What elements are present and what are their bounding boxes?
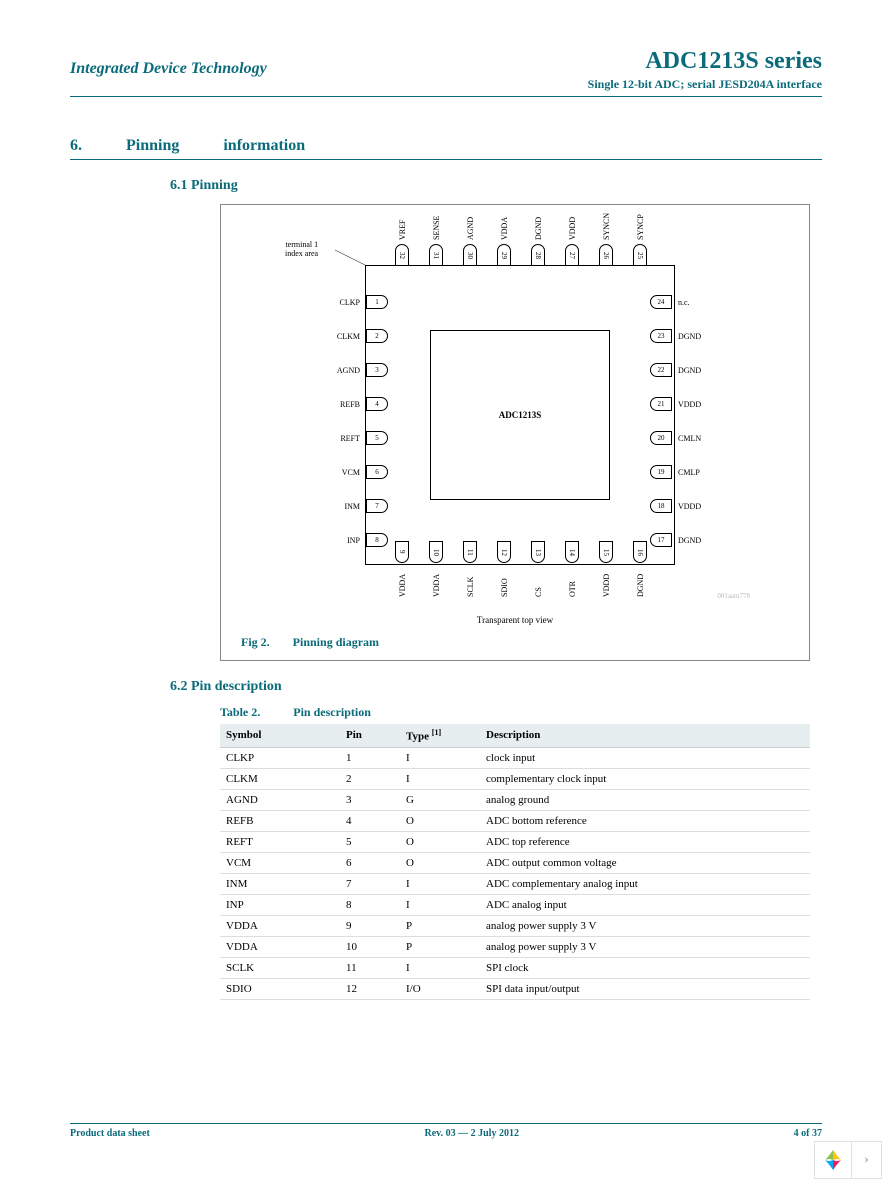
section-heading: 6. Pinning information (70, 137, 822, 160)
widget-logo-icon[interactable] (815, 1142, 851, 1178)
floating-widget[interactable]: › (814, 1141, 882, 1179)
th-desc: Description (480, 724, 810, 747)
table-row: VDDA10Panalog power supply 3 V (220, 936, 810, 957)
table-row: REFB4OADC bottom reference (220, 810, 810, 831)
pin-top: SYNCP25 (631, 210, 649, 266)
section-word-a: Pinning (126, 137, 179, 154)
table-number: Table 2. (220, 705, 260, 719)
pin-top: VREF32 (393, 210, 411, 266)
table-row: SCLK11ISPI clock (220, 957, 810, 978)
th-pin: Pin (340, 724, 400, 747)
section-number: 6. (70, 137, 82, 154)
pin-left: VCM6 (330, 463, 388, 481)
pin-left: INM7 (330, 497, 388, 515)
figure-caption: Fig 2. Pinning diagram (241, 635, 789, 650)
subsection-pin-desc: 6.2 Pin description (170, 679, 822, 695)
pin-bottom: 9VDDA (393, 541, 411, 597)
pin-top: SENSE31 (427, 210, 445, 266)
product-subtitle: Single 12-bit ADC; serial JESD204A inter… (588, 77, 822, 92)
pin-left: CLKP1 (330, 293, 388, 311)
chip-center: ADC1213S (430, 330, 610, 500)
pin-bottom: 16DGND (631, 541, 649, 597)
page-footer: Product data sheet Rev. 03 — 2 July 2012… (70, 1123, 822, 1139)
table-row: CLKM2Icomplementary clock input (220, 768, 810, 789)
th-symbol: Symbol (220, 724, 340, 747)
figure-number: Fig 2. (241, 635, 270, 649)
figure-code: 001aam778 (717, 592, 750, 600)
table-caption: Pin description (293, 705, 371, 719)
pin-right: 23DGND (650, 327, 708, 345)
pin-top: SYNCN26 (597, 210, 615, 266)
table-header-row: Symbol Pin Type [1] Description (220, 724, 810, 747)
pin-bottom: 10VDDA (427, 541, 445, 597)
pin-right: 20CMLN (650, 429, 708, 447)
table-row: AGND3Ganalog ground (220, 789, 810, 810)
pin-right: 22DGND (650, 361, 708, 379)
pin-right: 17DGND (650, 531, 708, 549)
pin-top: AGND30 (461, 210, 479, 266)
pin-right: 21VDDD (650, 395, 708, 413)
table-row: INP8IADC analog input (220, 894, 810, 915)
figure-caption-text: Pinning diagram (293, 635, 379, 649)
table-row: INM7IADC complementary analog input (220, 873, 810, 894)
pin-right: 18VDDD (650, 497, 708, 515)
table-row: VCM6OADC output common voltage (220, 852, 810, 873)
subsection-pinning: 6.1 Pinning (170, 178, 822, 194)
pin-bottom: 12SDIO (495, 541, 513, 597)
table-row: REFT5OADC top reference (220, 831, 810, 852)
chip-diagram: terminal 1 index area ADC1213S CLKP1CLKM… (290, 225, 740, 605)
section-word-b: information (223, 137, 305, 154)
company-name: Integrated Device Technology (70, 48, 267, 78)
pin-right: 19CMLP (650, 463, 708, 481)
pin-table: Symbol Pin Type [1] Description CLKP1Icl… (220, 724, 810, 1000)
figure-box: terminal 1 index area ADC1213S CLKP1 CLKM… (220, 204, 810, 661)
pin-bottom: 11SCLK (461, 541, 479, 597)
pin-top: VDDD27 (563, 210, 581, 266)
pin-bottom: 15VDDD (597, 541, 615, 597)
footer-center: Rev. 03 — 2 July 2012 (425, 1128, 519, 1139)
page-header: Integrated Device Technology ADC1213S se… (70, 48, 822, 97)
table-row: CLKP1Iclock input (220, 747, 810, 768)
pin-top: VDDA29 (495, 210, 513, 266)
table-title: Table 2. Pin description (220, 705, 822, 720)
terminal-note: terminal 1 index area (285, 240, 318, 258)
widget-next-button[interactable]: › (851, 1142, 881, 1178)
product-title: ADC1213S series (588, 48, 822, 75)
pin-left: CLKM2 (330, 327, 388, 345)
product-block: ADC1213S series Single 12-bit ADC; seria… (588, 48, 822, 92)
pin-right: 24n.c. (650, 293, 708, 311)
pin-left: REFB4 (330, 395, 388, 413)
view-note: Transparent top view (241, 615, 789, 625)
pin-top: DGND28 (529, 210, 547, 266)
pin-left: AGND3 (330, 361, 388, 379)
table-row: VDDA9Panalog power supply 3 V (220, 915, 810, 936)
chevron-right-icon: › (864, 1152, 869, 1168)
pin-left: REFT5 (330, 429, 388, 447)
pin-bottom: 14OTR (563, 541, 581, 597)
pin-left: INP8 (330, 531, 388, 549)
th-type: Type [1] (400, 724, 480, 747)
pin-bottom: 13CS (529, 541, 547, 597)
footer-right: 4 of 37 (794, 1128, 822, 1139)
footer-left: Product data sheet (70, 1128, 150, 1139)
table-row: SDIO12I/OSPI data input/output (220, 978, 810, 999)
